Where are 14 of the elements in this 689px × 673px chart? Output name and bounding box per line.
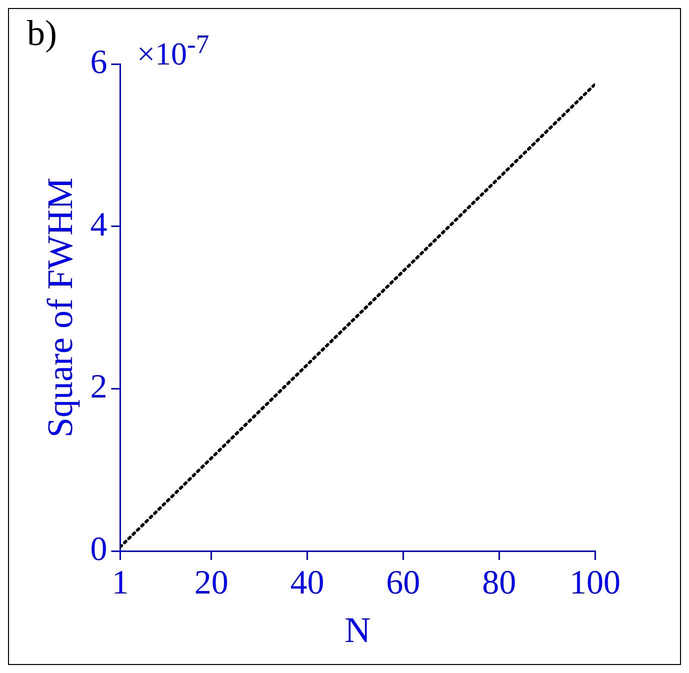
x-tick-label: 20 — [194, 564, 228, 602]
y-tick-label: 2 — [90, 368, 108, 406]
x-tick-label: 60 — [386, 564, 420, 602]
text: b) — [27, 13, 57, 53]
x-tick-label: 80 — [482, 564, 516, 602]
y-axis-title: Square of FWHM — [40, 178, 80, 438]
y-tick-label: 4 — [90, 206, 108, 244]
y-tick-label: 0 — [90, 530, 108, 568]
x-tick-label: 40 — [290, 564, 324, 602]
x-tick-label: 1 — [112, 564, 129, 602]
x-tick-label: 100 — [570, 564, 620, 602]
x-axis-title: N — [344, 610, 371, 650]
annotation: ×10$^{-7}$ — [137, 29, 210, 72]
y-tick-label: 6 — [90, 44, 108, 81]
